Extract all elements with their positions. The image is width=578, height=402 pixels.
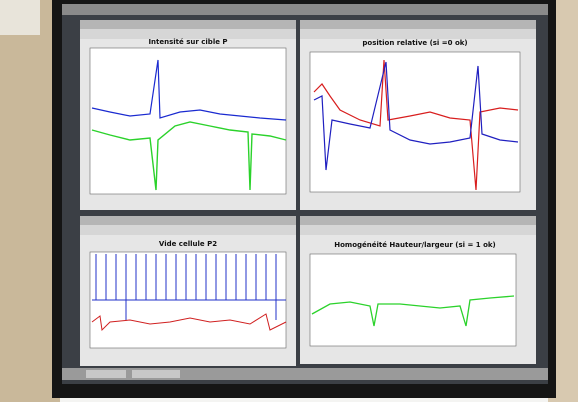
plot-title: position relative (si =0 ok) <box>362 39 467 47</box>
trace <box>95 254 277 320</box>
left-wall <box>0 0 60 402</box>
trace <box>311 295 515 327</box>
trace <box>91 121 287 191</box>
plot-area <box>89 47 287 195</box>
window-titlebar <box>80 216 296 225</box>
toolbar <box>80 225 296 235</box>
trace <box>91 59 287 121</box>
window-light <box>0 0 40 35</box>
top-bar <box>62 4 548 15</box>
toolbar <box>80 29 296 39</box>
window-titlebar <box>300 216 536 225</box>
window-titlebar <box>300 20 536 29</box>
plot-title: Vide cellule P2 <box>159 240 217 248</box>
toolbar <box>300 29 536 39</box>
window-titlebar <box>80 20 296 29</box>
plot-title: Intensité sur cible P <box>148 38 227 46</box>
window: Vide cellule P2 <box>80 216 296 366</box>
trace <box>313 59 519 191</box>
window: Homogénéité Hauteur/largeur (si = 1 ok) <box>300 216 536 364</box>
plot-area <box>309 253 517 347</box>
taskbar-item[interactable] <box>86 370 126 378</box>
plot-title: Homogénéité Hauteur/largeur (si = 1 ok) <box>334 241 496 249</box>
window: position relative (si =0 ok) <box>300 20 536 210</box>
taskbar-item[interactable] <box>132 370 180 378</box>
taskbar[interactable] <box>62 368 548 380</box>
trace <box>313 61 519 171</box>
plot-area <box>309 51 521 193</box>
trace <box>91 313 287 332</box>
toolbar <box>300 225 536 235</box>
window: Intensité sur cible P <box>80 20 296 210</box>
